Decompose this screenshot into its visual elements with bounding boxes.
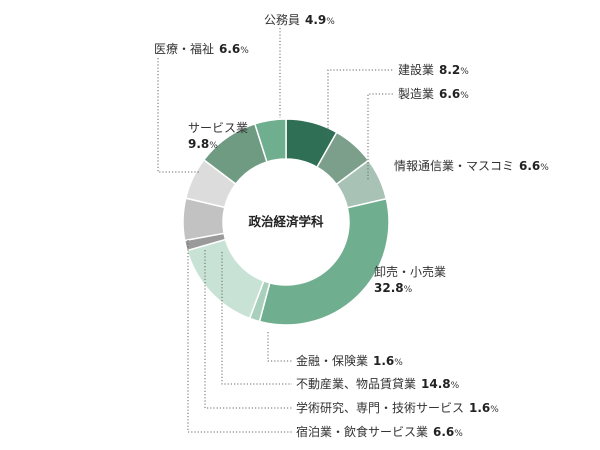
slice-value: 6.6 xyxy=(219,42,240,56)
slice-unit: % xyxy=(454,429,463,439)
slice-value: 6.6 xyxy=(439,87,460,101)
leader-line-8 xyxy=(157,58,200,173)
slice-label-5: 不動産業、物品賃貸業 14.8% xyxy=(296,376,460,391)
slice-label-name: 宿泊業・飲食サービス業 xyxy=(296,424,428,439)
slice-value: 9.8 xyxy=(188,137,209,151)
leader-line-4 xyxy=(267,332,292,362)
slice-unit: % xyxy=(490,405,499,415)
slice-label-8: 医療・福祉 6.6% xyxy=(154,41,249,56)
slice-label-name: 不動産業、物品賃貸業 xyxy=(296,376,416,391)
slice-label-name: サービス業 xyxy=(188,121,248,135)
slice-label-0: 建設業 8.2% xyxy=(398,62,469,77)
slice-value: 1.6 xyxy=(469,401,490,415)
slice-label-name: 建設業 xyxy=(398,62,434,77)
slice-label-9: サービス業 9.8% xyxy=(188,121,248,151)
leader-line-6 xyxy=(204,250,292,409)
slice-unit: % xyxy=(460,91,469,101)
slice-3 xyxy=(258,197,390,326)
leader-line-7 xyxy=(187,240,292,433)
slice-label-name: 公務員 xyxy=(264,13,300,27)
slice-label-7: 宿泊業・飲食サービス業 6.6% xyxy=(296,424,463,439)
donut-slices xyxy=(182,118,390,326)
slice-label-name: 医療・福祉 xyxy=(154,41,214,56)
slice-unit: % xyxy=(394,358,403,368)
slice-value: 1.6 xyxy=(373,354,394,368)
slice-value: 4.9 xyxy=(305,13,326,27)
slice-10 xyxy=(253,118,287,163)
slice-label-1: 製造業 6.6% xyxy=(398,87,469,101)
slice-label-name: 情報通信業・マスコミ xyxy=(394,159,514,173)
slice-label-6: 学術研究、専門・技術サービス 1.6% xyxy=(296,400,499,415)
slice-unit: % xyxy=(404,285,413,295)
slice-unit: % xyxy=(326,17,335,27)
slice-label-name: 学術研究、専門・技術サービス xyxy=(296,400,464,415)
slice-unit: % xyxy=(451,381,460,391)
slice-label-3: 卸売・小売業 32.8% xyxy=(374,264,446,295)
chart-title: 政治経済学科 xyxy=(248,214,324,229)
slice-label-4: 金融・保険業 1.6% xyxy=(296,353,403,368)
leader-line-5 xyxy=(221,252,292,385)
leader-lines xyxy=(157,28,394,433)
slice-label-name: 卸売・小売業 xyxy=(374,264,446,279)
slice-label-name: 金融・保険業 xyxy=(296,353,368,368)
slice-value: 6.6 xyxy=(519,159,540,173)
slice-unit: % xyxy=(209,141,218,151)
slice-unit: % xyxy=(460,67,469,77)
slice-value: 8.2 xyxy=(439,63,460,77)
slice-unit: % xyxy=(540,163,549,173)
leader-line-1 xyxy=(367,93,394,180)
slice-value: 14.8 xyxy=(421,377,451,391)
slice-value: 32.8 xyxy=(374,281,404,295)
slice-value: 6.6 xyxy=(433,425,454,439)
slice-unit: % xyxy=(240,46,249,56)
slice-label-10: 公務員 4.9% xyxy=(264,13,335,27)
slice-label-2: 情報通信業・マスコミ 6.6% xyxy=(394,159,549,173)
slice-labels: 建設業 8.2%製造業 6.6%情報通信業・マスコミ 6.6%卸売・小売業 32.8%金… xyxy=(154,13,549,439)
slice-label-name: 製造業 xyxy=(398,87,434,101)
leader-line-0 xyxy=(327,69,394,139)
slice-5 xyxy=(186,238,265,320)
